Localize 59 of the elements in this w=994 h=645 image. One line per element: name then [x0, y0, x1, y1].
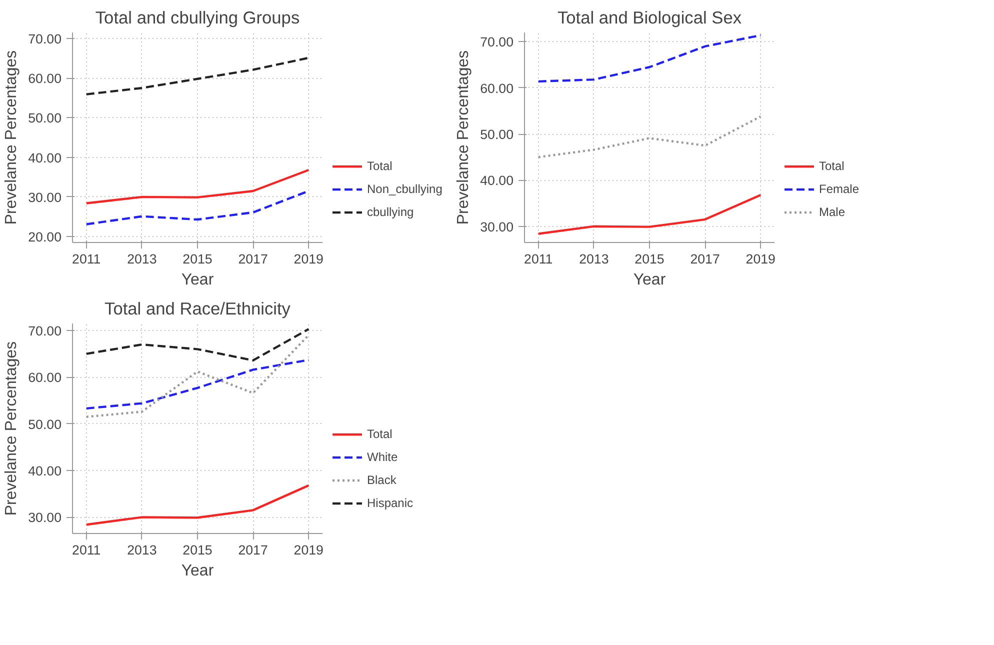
y-tick-label: 70.00 — [480, 34, 514, 50]
y-axis-title: Prevelance Percentages — [3, 50, 20, 225]
line-series — [537, 115, 762, 158]
legend-label: Total — [819, 159, 844, 173]
x-tick-label: 2011 — [72, 542, 101, 558]
legend-label: Male — [819, 205, 846, 219]
x-tick-label: 2017 — [238, 252, 268, 266]
y-tick-label: 20.00 — [28, 230, 62, 245]
legend-label: Female — [819, 182, 860, 196]
y-tick-label: 40.00 — [28, 150, 62, 166]
line-series — [85, 328, 310, 362]
legend-label: Black — [367, 473, 396, 487]
y-tick-label: 70.00 — [28, 31, 62, 46]
x-axis-title: Year — [181, 562, 214, 580]
line-series — [85, 358, 310, 410]
legend-label: Total — [367, 159, 392, 173]
x-axis-title: Year — [633, 272, 666, 288]
x-tick-label: 2017 — [238, 542, 268, 558]
chart-title: Total and Race/Ethnicity — [104, 298, 291, 318]
y-tick-label: 30.00 — [480, 219, 514, 234]
y-tick-label: 40.00 — [480, 173, 514, 188]
x-axis-title: Year — [181, 272, 214, 288]
legend-label: White — [367, 450, 398, 464]
line-series — [85, 484, 310, 526]
x-tick-label: 2015 — [182, 542, 212, 558]
line-series — [537, 194, 762, 235]
y-tick-label: 70.00 — [28, 324, 62, 338]
x-tick-label: 2017 — [690, 252, 720, 266]
chart-title: Total and cbullying Groups — [95, 8, 300, 28]
x-tick-label: 2019 — [294, 252, 324, 266]
x-tick-label: 2011 — [524, 252, 553, 266]
y-tick-label: 60.00 — [28, 370, 62, 386]
x-tick-label: 2019 — [746, 252, 776, 266]
x-tick-label: 2015 — [182, 252, 212, 266]
y-tick-label: 60.00 — [28, 71, 62, 86]
line-series — [85, 168, 310, 204]
x-tick-label: 2013 — [127, 542, 157, 558]
y-tick-label: 50.00 — [28, 110, 62, 126]
y-axis-title: Prevelance Percentages — [3, 341, 20, 516]
legend-label: Total — [367, 427, 392, 441]
legend-label: cbullying — [367, 205, 414, 219]
line-series — [85, 56, 310, 96]
chart-title: Total and Biological Sex — [558, 8, 742, 28]
x-tick-label: 2015 — [634, 252, 664, 266]
x-tick-label: 2011 — [72, 252, 101, 266]
x-tick-label: 2013 — [127, 252, 157, 266]
y-tick-label: 50.00 — [480, 127, 514, 142]
y-tick-label: 30.00 — [28, 190, 62, 205]
y-tick-label: 30.00 — [28, 510, 62, 526]
x-tick-label: 2013 — [579, 252, 609, 266]
line-series — [85, 334, 310, 418]
legend-label: Non_cbullying — [367, 182, 442, 196]
y-tick-label: 50.00 — [28, 416, 62, 432]
y-tick-label: 40.00 — [28, 464, 62, 478]
y-tick-label: 60.00 — [480, 80, 514, 96]
y-axis-title: Prevelance Percentages — [455, 50, 472, 225]
x-tick-label: 2019 — [294, 542, 324, 558]
legend-label: Hispanic — [367, 496, 414, 510]
line-series — [537, 34, 762, 83]
